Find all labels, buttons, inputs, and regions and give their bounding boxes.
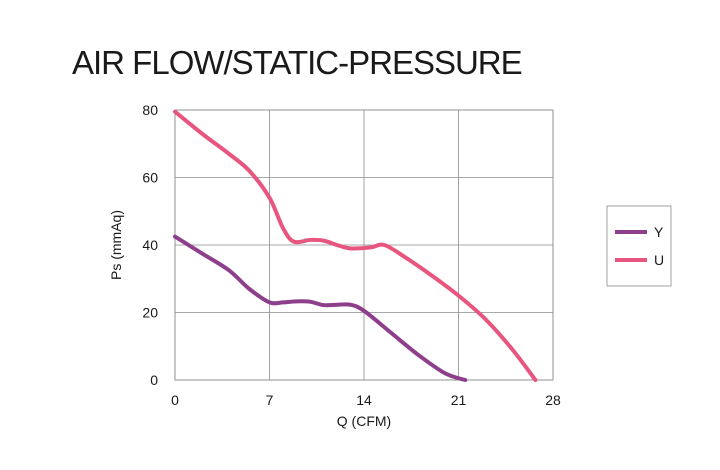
series-layer bbox=[173, 109, 538, 382]
y-tick-label: 40 bbox=[142, 237, 158, 253]
x-axis: 0 7 14 21 28 bbox=[171, 392, 561, 408]
legend-label-u: U bbox=[654, 252, 664, 268]
x-tick-label: 7 bbox=[266, 392, 274, 408]
y-tick-label: 80 bbox=[142, 102, 158, 118]
y-tick-label: 0 bbox=[150, 372, 158, 388]
series-line-u bbox=[173, 109, 538, 382]
chart-title: AIR FLOW/STATIC-PRESSURE bbox=[72, 44, 523, 81]
y-tick-label: 60 bbox=[142, 170, 158, 186]
plot-frame bbox=[174, 109, 554, 381]
y-tick-label: 20 bbox=[142, 305, 158, 321]
legend: YU bbox=[606, 205, 672, 287]
legend-box bbox=[606, 205, 672, 287]
y-axis-label: Ps (mmAq) bbox=[108, 210, 124, 280]
y-axis: 0 20 40 60 80 bbox=[142, 102, 158, 388]
x-tick-label: 0 bbox=[171, 392, 179, 408]
x-tick-label: 21 bbox=[451, 392, 467, 408]
x-tick-label: 28 bbox=[545, 392, 561, 408]
x-axis-label: Q (CFM) bbox=[337, 413, 391, 429]
series-line-y bbox=[173, 234, 468, 382]
legend-items: YU bbox=[615, 224, 664, 268]
x-tick-label: 14 bbox=[356, 392, 372, 408]
legend-label-y: Y bbox=[654, 224, 664, 240]
grid bbox=[174, 109, 554, 381]
